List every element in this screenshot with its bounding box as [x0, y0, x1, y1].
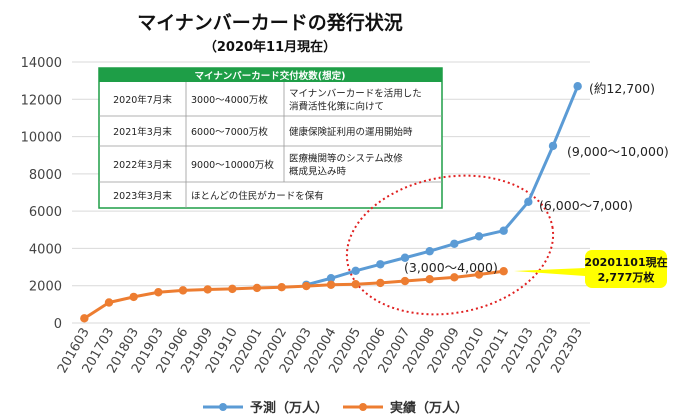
data-point-0	[450, 239, 459, 248]
annotation-12700: (約12,700)	[589, 81, 655, 96]
data-point-0	[326, 274, 336, 283]
y-tick-label: 10000	[21, 131, 62, 146]
data-point-0	[425, 247, 434, 256]
annotation-9000-10000: (9,000～10,000)	[567, 144, 669, 159]
series-line-1	[83, 269, 504, 320]
table-cell-note: 健康保険証利用の運用開始時	[289, 126, 413, 138]
table-cell-count: 3000～4000万枚	[191, 94, 268, 106]
data-point-1	[129, 292, 138, 302]
data-point-1	[326, 280, 336, 289]
data-point-1	[277, 283, 286, 292]
series-lines	[80, 82, 582, 323]
data-point-0	[474, 232, 484, 241]
table-cell-count: ほとんどの住民がカードを保有	[191, 190, 324, 202]
data-point-0	[573, 82, 582, 91]
data-point-1	[376, 278, 385, 288]
data-point-1	[450, 273, 459, 282]
y-tick-label: 8000	[29, 168, 62, 183]
data-point-1	[351, 280, 360, 289]
table-header: マイナンバーカード交付枚数(想定)	[195, 70, 346, 82]
data-point-1	[228, 284, 237, 294]
data-point-1	[302, 281, 311, 291]
y-tick-label: 6000	[29, 205, 62, 220]
data-point-1	[252, 283, 262, 293]
table-cell-period: 2023年3月末	[113, 190, 172, 202]
table-cell-period: 2022年3月末	[113, 159, 172, 171]
data-point-0	[400, 253, 410, 262]
table-cell-note: 概成見込み時	[289, 166, 347, 178]
data-point-1	[400, 276, 410, 286]
callout-line2: 2,777万枚	[598, 270, 656, 284]
table-rows: 2020年7月末 3000～4000万枚 マイナンバーカードを活用した消費活性化策に…	[113, 88, 422, 203]
y-tick-label: 2000	[29, 280, 62, 295]
data-point-1	[425, 274, 434, 284]
table-background	[98, 67, 443, 209]
legend-blue-marker	[219, 403, 227, 411]
series-line-0	[305, 85, 580, 287]
annotation-3000-4000: (3,000～4,000)	[404, 260, 498, 275]
data-point-1	[203, 285, 212, 294]
legend-orange-marker	[359, 403, 367, 411]
table-cell-note: マイナンバーカードを活用した	[289, 88, 422, 100]
table-cell-count: 9000～10000万枚	[191, 159, 274, 171]
legend-actual: 実績（万人）	[390, 400, 468, 416]
y-tick-label: 4000	[29, 242, 62, 257]
y-tick-label: 14000	[21, 56, 62, 71]
callout-box	[585, 250, 667, 288]
table-cell-note: 医療機関等のシステム改修	[289, 153, 403, 165]
data-point-1	[154, 288, 163, 297]
callout-line1: 20201101現在	[584, 255, 667, 269]
table-cell-note: 消費活性化策に向けて	[289, 101, 384, 113]
callout: 20201101現在 2,777万枚	[514, 250, 668, 288]
table-cell-period: 2021年3月末	[113, 126, 172, 138]
table-grid	[99, 82, 442, 208]
callout-pointer	[514, 268, 585, 276]
highlight-ellipse	[345, 174, 555, 316]
legend-forecast: 予測（万人）	[250, 400, 328, 416]
data-point-1	[80, 314, 89, 323]
table-cell-period: 2020年7月末	[113, 94, 172, 106]
data-point-1	[499, 267, 508, 276]
data-point-0	[548, 141, 558, 151]
data-point-1	[474, 270, 484, 279]
data-point-0	[524, 197, 533, 207]
forecast-table: マイナンバーカード交付枚数(想定) 2020年7月末 3000～4000万枚 マイナ…	[98, 67, 443, 209]
table-header-bg	[99, 68, 442, 82]
data-point-1	[178, 286, 188, 295]
data-point-0	[351, 266, 360, 275]
table-cell-count: 6000～7000万枚	[191, 126, 268, 138]
chart-subtitle: （2020年11月現在）	[204, 39, 336, 55]
data-point-1	[104, 298, 114, 307]
y-axis: 0 2000 4000 6000 8000 10000 12000 14000	[21, 56, 62, 332]
x-axis: 2016032017032018032019032019062919092019…	[55, 325, 586, 375]
y-tick-label: 12000	[21, 93, 62, 108]
chart-title: マイナンバーカードの発行状況	[137, 11, 403, 34]
legend: 予測（万人） 実績（万人）	[203, 400, 468, 416]
y-tick-label: 0	[54, 317, 62, 332]
data-point-0	[499, 226, 508, 235]
annotation-6000-7000: (6,000～7,000)	[539, 198, 633, 213]
data-point-0	[376, 260, 385, 269]
